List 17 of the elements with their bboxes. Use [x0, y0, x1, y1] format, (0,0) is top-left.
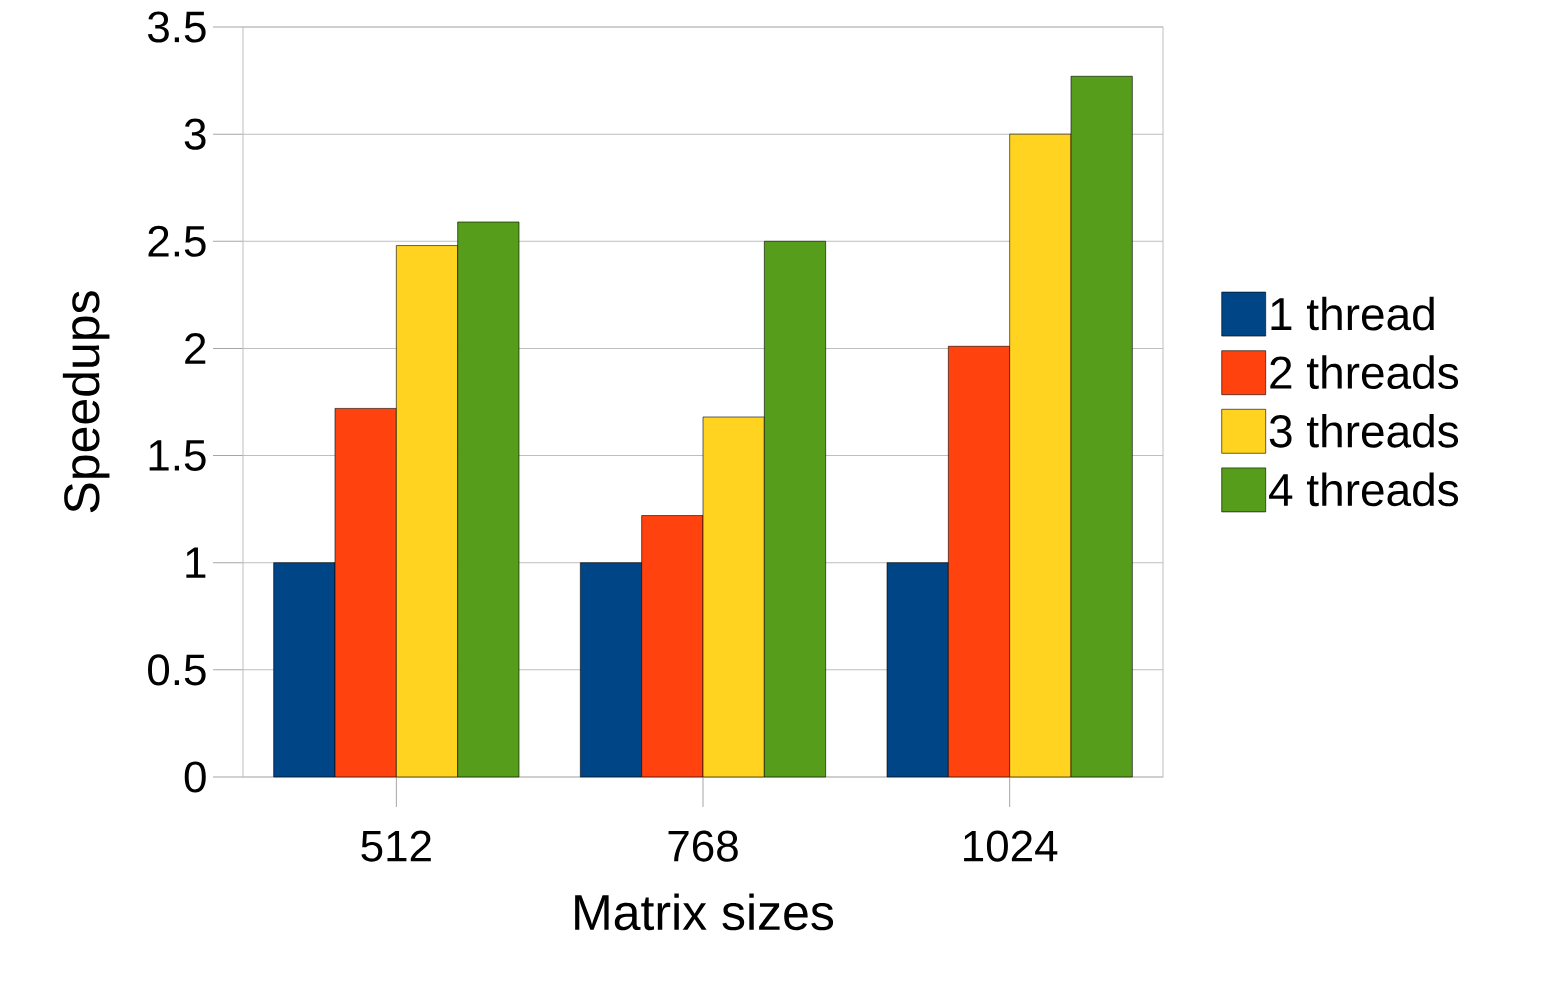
y-tick-label: 3.5: [147, 11, 206, 43]
y-tick-label: 0: [184, 761, 206, 793]
y-tick-label: 2: [185, 333, 206, 364]
y-axis-title: Speedups: [62, 291, 110, 513]
legend-label: 1 thread: [1271, 296, 1434, 331]
y-tick-label: 3: [184, 118, 206, 150]
y-tick-label: 1: [186, 547, 206, 578]
legend-label: 2 threads: [1270, 355, 1459, 390]
y-tick-label: 2.5: [148, 225, 206, 257]
x-tick-label: 1024: [964, 830, 1058, 862]
x-tick-label: 512: [361, 830, 431, 862]
legend-label: 4 threads: [1269, 472, 1459, 507]
x-tick-label: 768: [668, 830, 738, 862]
x-axis-title: Matrix sizes: [575, 893, 834, 931]
y-tick-label: 0.5: [148, 654, 206, 686]
legend-label: 3 threads: [1269, 413, 1459, 448]
y-tick-label: 1.5: [149, 440, 206, 471]
